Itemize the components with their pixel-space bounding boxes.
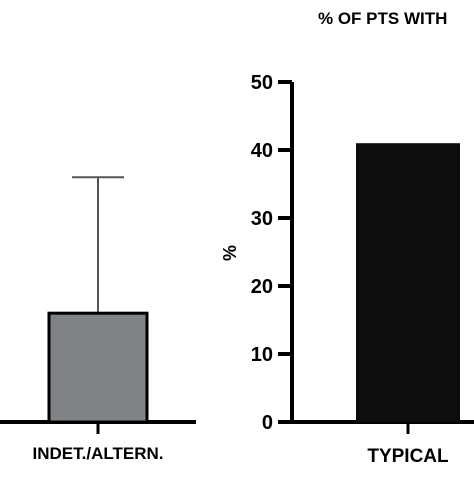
y-tick-label: 50 bbox=[251, 72, 273, 94]
bar-indet-altern bbox=[47, 311, 149, 424]
y-tick-label: 10 bbox=[251, 344, 273, 366]
x-tick-label: TYPICAL bbox=[367, 446, 449, 467]
chart-title: % OF PTS WITH bbox=[318, 9, 447, 28]
y-tick-label: 20 bbox=[251, 276, 273, 298]
x-tick-label: INDET./ALTERN. bbox=[33, 444, 164, 463]
bar-typical bbox=[356, 143, 460, 422]
y-tick-label: 40 bbox=[251, 140, 273, 162]
y-axis-label: % bbox=[220, 245, 240, 261]
y-tick-label: 0 bbox=[262, 412, 273, 434]
left-chart: INDET./ALTERN. bbox=[0, 176, 196, 463]
right-chart: 0 10 20 30 40 50 TYPICAL bbox=[251, 72, 474, 467]
y-tick-label: 30 bbox=[251, 208, 273, 230]
